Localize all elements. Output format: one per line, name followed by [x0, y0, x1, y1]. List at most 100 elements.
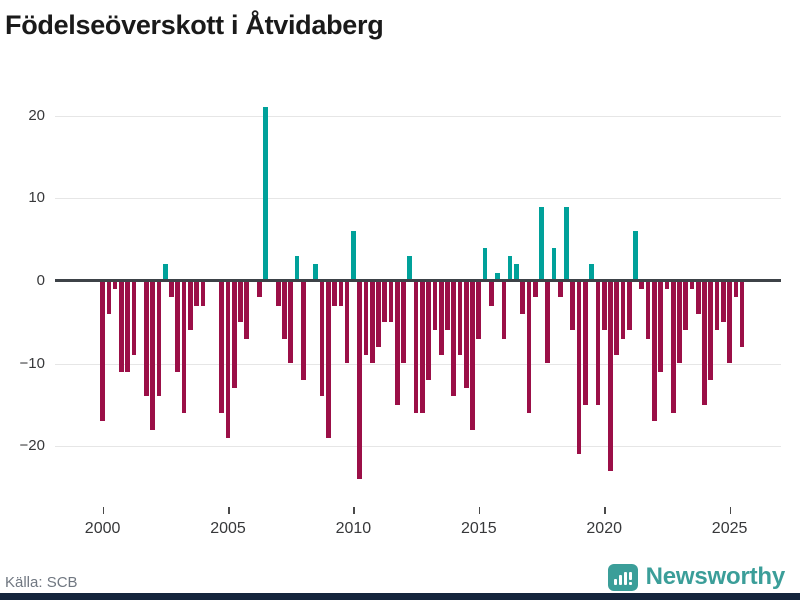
- bar: [394, 280, 400, 405]
- bar: [319, 280, 325, 397]
- bar: [282, 280, 287, 339]
- bar: [438, 280, 444, 356]
- bar: [413, 280, 419, 414]
- bar: [514, 264, 519, 281]
- x-axis-tick-label: 2020: [586, 520, 622, 537]
- bar-chart-bubble-icon: [607, 563, 638, 591]
- bar: [476, 280, 482, 339]
- bar: [595, 280, 601, 405]
- gridline: [55, 115, 781, 117]
- bar: [720, 280, 726, 323]
- bar: [300, 280, 306, 380]
- brand-name: Newsworthy: [645, 563, 786, 590]
- bar: [363, 280, 369, 356]
- gridline: [55, 198, 781, 200]
- bar: [313, 264, 319, 281]
- bar: [520, 280, 526, 314]
- bar: [119, 280, 124, 372]
- bar: [608, 280, 613, 471]
- bar: [633, 231, 638, 281]
- y-axis-tick-label: −10: [19, 354, 45, 372]
- x-axis-tick-label: 2010: [335, 520, 372, 537]
- bar: [488, 280, 494, 306]
- bar: [539, 206, 544, 281]
- bar: [683, 280, 689, 331]
- bar: [708, 280, 714, 380]
- bar: [263, 107, 268, 281]
- bar: [332, 280, 337, 306]
- bar: [426, 280, 431, 380]
- bar: [420, 280, 425, 414]
- bar: [714, 280, 720, 331]
- bar: [231, 280, 237, 389]
- bar: [351, 231, 356, 281]
- bar: [175, 280, 181, 372]
- bar: [382, 280, 388, 323]
- bar: [181, 280, 187, 414]
- bar: [194, 280, 200, 306]
- bar: [570, 280, 576, 331]
- x-axis-tick: [228, 507, 230, 514]
- bar: [501, 280, 507, 339]
- bar: [583, 280, 588, 405]
- bar: [144, 280, 149, 397]
- y-axis-tick-label: 0: [36, 271, 45, 289]
- bar: [470, 280, 475, 430]
- bar: [601, 280, 607, 331]
- x-axis-tick: [353, 507, 355, 514]
- bar: [188, 280, 193, 331]
- gridline: [55, 446, 781, 448]
- bar: [106, 280, 112, 314]
- bar: [338, 280, 344, 306]
- bar: [677, 280, 682, 364]
- bar: [432, 280, 438, 331]
- bar: [689, 280, 695, 290]
- y-axis-tick-label: 20: [28, 106, 45, 124]
- bar: [325, 280, 331, 438]
- x-axis-tick-label: 2025: [711, 520, 748, 537]
- bar: [407, 256, 413, 281]
- bar: [457, 280, 463, 356]
- bar: [288, 280, 294, 364]
- source-note: Källa: SCB: [5, 574, 78, 591]
- bar: [695, 280, 701, 314]
- bar: [156, 280, 162, 397]
- bar: [614, 280, 620, 356]
- chart-title: Födelseöverskott i Åtvidaberg: [5, 10, 384, 40]
- bar: [219, 280, 225, 414]
- bar: [162, 264, 168, 281]
- bar: [238, 280, 243, 323]
- bar: [225, 280, 231, 438]
- bar: [576, 280, 582, 455]
- bar: [451, 280, 457, 397]
- bar: [557, 280, 563, 298]
- bar: [445, 280, 450, 331]
- bar: [169, 280, 174, 298]
- bar: [200, 280, 206, 306]
- bar: [150, 280, 156, 430]
- bar: [645, 280, 651, 339]
- bar: [702, 280, 707, 405]
- bar: [589, 264, 595, 281]
- bar: [401, 280, 406, 364]
- y-axis-tick-label: 10: [28, 189, 45, 207]
- bar: [294, 256, 300, 281]
- bar: [369, 280, 375, 364]
- bar: [256, 280, 262, 298]
- bar: [620, 280, 626, 339]
- bar: [507, 256, 513, 281]
- bar: [131, 280, 137, 356]
- bar: [526, 280, 532, 414]
- bar: [495, 272, 500, 281]
- bar: [376, 280, 381, 347]
- bar: [652, 280, 657, 422]
- bar: [125, 280, 131, 372]
- y-axis-tick-label: −20: [19, 437, 45, 455]
- bar: [664, 280, 670, 290]
- bar: [727, 280, 732, 364]
- bar: [482, 247, 488, 281]
- bottom-accent-strip: [0, 593, 800, 600]
- x-axis-tick-label: 2000: [84, 520, 121, 537]
- bar: [357, 280, 363, 480]
- x-axis-tick: [102, 507, 105, 514]
